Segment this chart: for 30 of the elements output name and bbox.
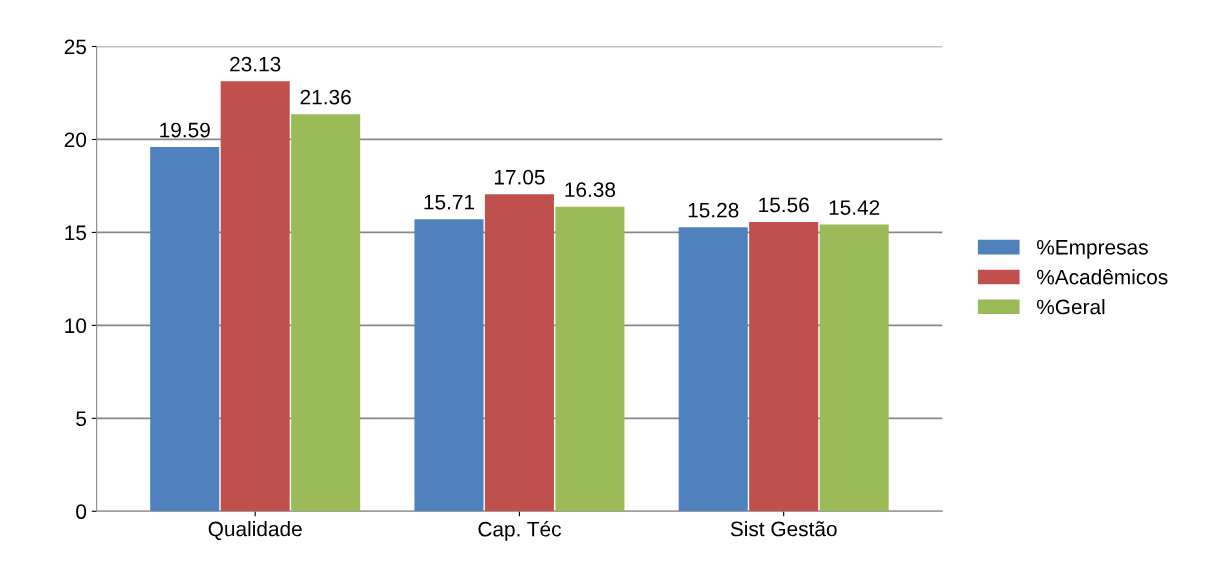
bar: [291, 114, 361, 512]
data-label: 15.42: [829, 200, 880, 215]
x-tick-label: Sist Gestão: [730, 521, 837, 537]
data-label: 21.36: [300, 89, 351, 105]
data-label: 15.56: [759, 197, 809, 213]
bar: [220, 81, 290, 512]
legend-label: %Acadêmicos: [1036, 269, 1168, 285]
legend-label: %Empresas: [1036, 239, 1148, 259]
data-label: 23.13: [230, 56, 281, 72]
data-label: 16.38: [565, 182, 616, 198]
x-tick-label: Cap. Téc: [478, 521, 561, 541]
bar: [150, 147, 220, 512]
bar: [484, 194, 554, 512]
data-label: 15.28: [688, 202, 739, 218]
bar: [678, 227, 748, 512]
y-tick-label: 5: [76, 411, 87, 427]
bar: [555, 206, 625, 512]
data-label: 19.59: [160, 122, 210, 138]
legend-label: %Geral: [1036, 299, 1105, 315]
bar: [749, 221, 819, 512]
bar: [414, 219, 484, 512]
y-tick-label: 20: [64, 132, 87, 148]
bar: [819, 224, 889, 512]
y-tick-label: 0: [76, 504, 87, 520]
y-tick-label: 15: [65, 225, 87, 241]
y-tick-label: 25: [64, 39, 87, 55]
data-label: 15.71: [424, 194, 475, 210]
y-tick-label: 10: [65, 318, 87, 334]
x-tick-label: Qualidade: [208, 521, 302, 541]
data-label: 17.05: [494, 169, 545, 185]
